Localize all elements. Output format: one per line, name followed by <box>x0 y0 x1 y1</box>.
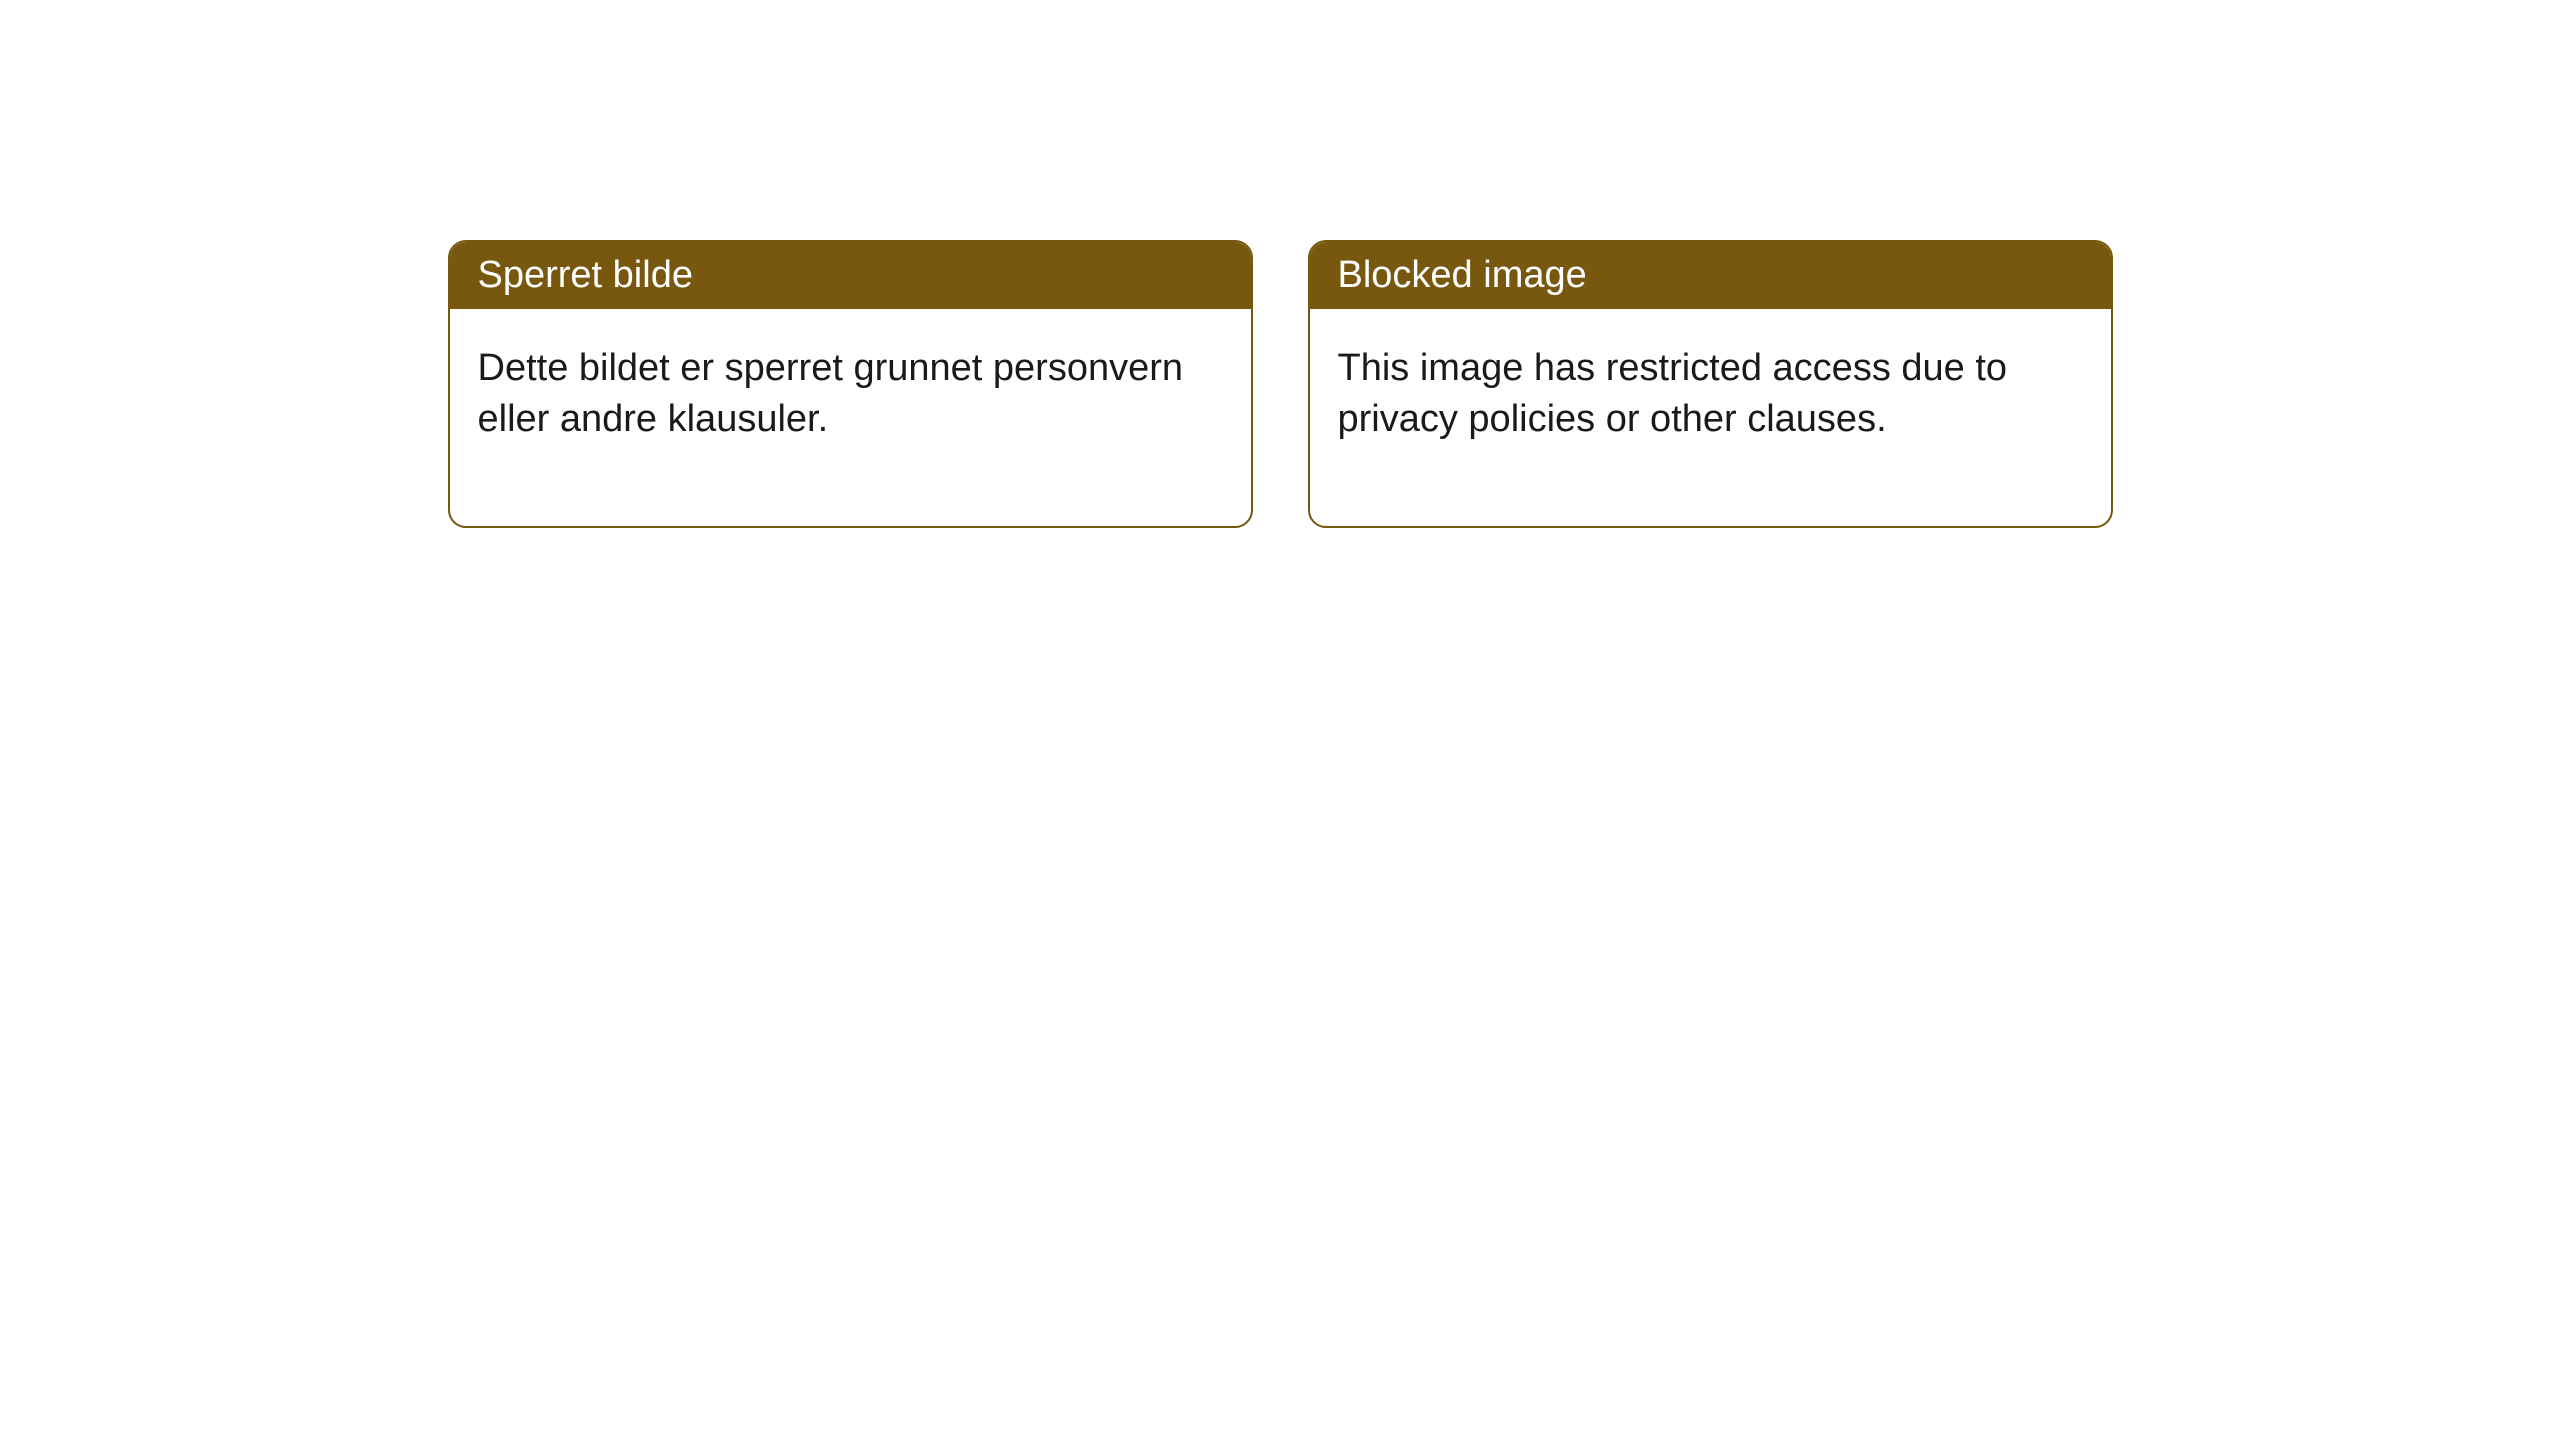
card-title: Blocked image <box>1338 254 1587 296</box>
card-body: Dette bildet er sperret grunnet personve… <box>450 309 1251 526</box>
card-header: Sperret bilde <box>450 242 1251 309</box>
notice-card-english: Blocked image This image has restricted … <box>1308 240 2113 528</box>
card-text: Dette bildet er sperret grunnet personve… <box>478 347 1184 440</box>
card-body: This image has restricted access due to … <box>1310 309 2111 526</box>
card-header: Blocked image <box>1310 242 2111 309</box>
notice-container: Sperret bilde Dette bildet er sperret gr… <box>0 240 2560 528</box>
card-title: Sperret bilde <box>478 254 693 296</box>
card-text: This image has restricted access due to … <box>1338 347 2008 440</box>
notice-card-norwegian: Sperret bilde Dette bildet er sperret gr… <box>448 240 1253 528</box>
